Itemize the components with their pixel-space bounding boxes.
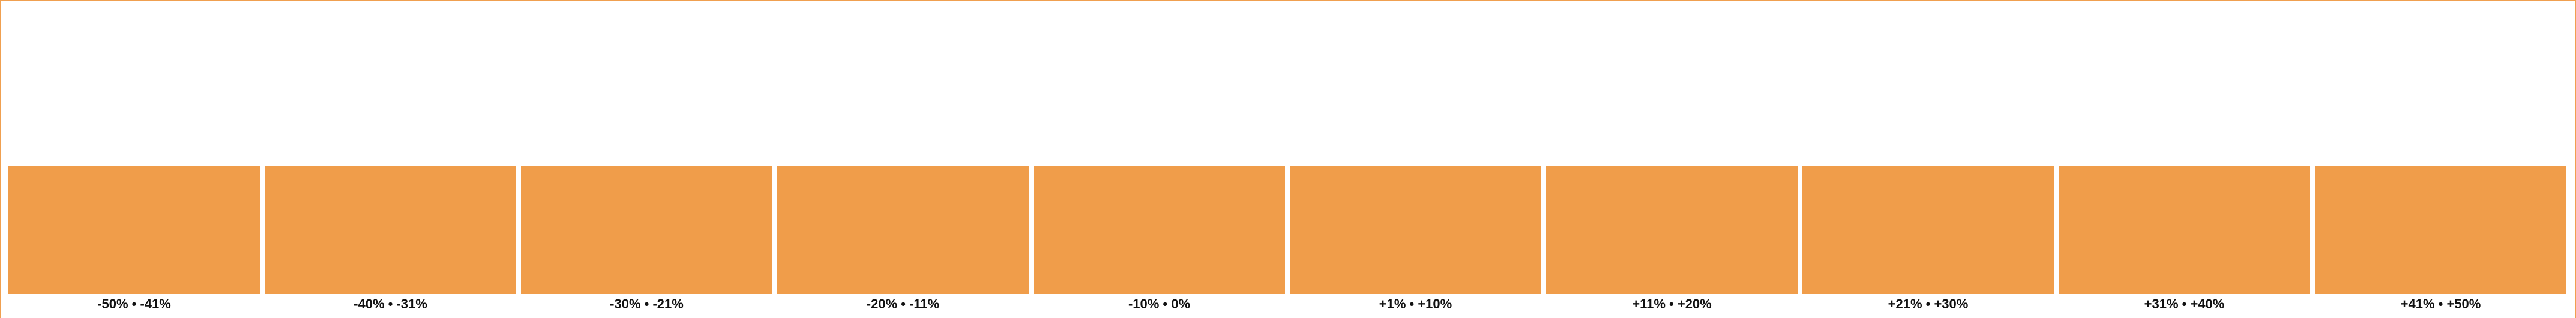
x-tick-label: +31% • +40% [2144,296,2225,311]
histogram-bar [1546,166,1798,294]
histogram-bar [1802,166,2054,294]
histogram-bar [1290,166,1541,294]
histogram-bar [1034,166,1285,294]
x-tick-label: -30% • -21% [610,296,684,311]
x-tick-label: +41% • +50% [2401,296,2481,311]
histogram-bar [2315,166,2566,294]
histogram-bar [8,166,260,294]
histogram-bar [521,166,772,294]
x-tick-label: +21% • +30% [1888,296,1969,311]
x-tick-label: +11% • +20% [1632,296,1711,311]
x-tick-label: +1% • +10% [1379,296,1452,311]
x-tick-label: -50% • -41% [97,296,171,311]
histogram-bar [777,166,1029,294]
histogram-bar [265,166,516,294]
x-tick-label: -10% • 0% [1128,296,1190,311]
histogram-bar [2059,166,2310,294]
x-tick-label: -40% • -31% [354,296,427,311]
x-tick-label: -20% • -11% [867,296,939,311]
